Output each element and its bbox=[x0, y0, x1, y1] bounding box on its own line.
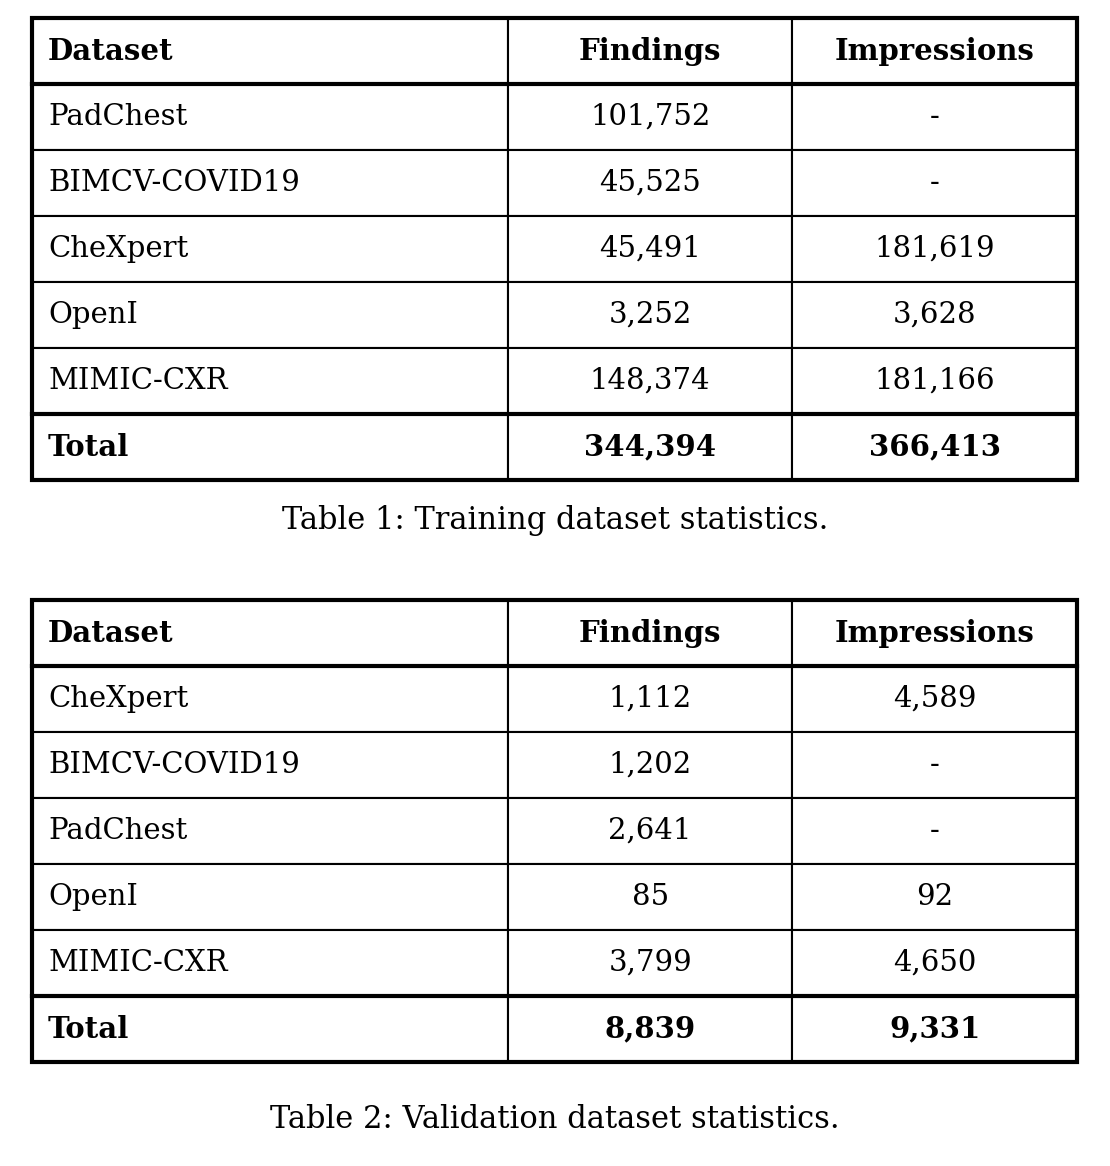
Bar bbox=[32, 600, 1077, 1062]
Bar bbox=[793, 84, 1077, 150]
Bar bbox=[32, 150, 508, 216]
Bar bbox=[508, 414, 793, 480]
Text: -: - bbox=[930, 817, 939, 845]
Text: CheXpert: CheXpert bbox=[48, 684, 189, 712]
Bar bbox=[508, 600, 793, 666]
Bar bbox=[793, 666, 1077, 732]
Bar bbox=[508, 347, 793, 414]
Bar bbox=[793, 930, 1077, 996]
Text: Dataset: Dataset bbox=[48, 36, 173, 65]
Text: 101,752: 101,752 bbox=[591, 103, 710, 131]
Text: 4,650: 4,650 bbox=[894, 949, 977, 977]
Bar bbox=[793, 150, 1077, 216]
Text: 45,491: 45,491 bbox=[599, 236, 702, 264]
Text: 4,589: 4,589 bbox=[892, 684, 977, 712]
Bar bbox=[32, 600, 508, 666]
Bar bbox=[32, 732, 508, 798]
Bar bbox=[508, 282, 793, 347]
Text: Findings: Findings bbox=[579, 618, 722, 647]
Text: Table 2: Validation dataset statistics.: Table 2: Validation dataset statistics. bbox=[270, 1104, 840, 1136]
Text: MIMIC-CXR: MIMIC-CXR bbox=[48, 367, 228, 395]
Text: 2,641: 2,641 bbox=[608, 817, 692, 845]
Bar bbox=[32, 798, 508, 864]
Bar bbox=[32, 864, 508, 930]
Text: Table 1: Training dataset statistics.: Table 1: Training dataset statistics. bbox=[282, 505, 828, 535]
Bar bbox=[32, 347, 508, 414]
Text: 45,525: 45,525 bbox=[599, 169, 702, 197]
Text: 366,413: 366,413 bbox=[869, 433, 1001, 462]
Text: -: - bbox=[930, 751, 939, 779]
Bar bbox=[508, 732, 793, 798]
Text: 3,628: 3,628 bbox=[892, 301, 977, 329]
Bar bbox=[508, 17, 793, 84]
Bar bbox=[32, 666, 508, 732]
Bar bbox=[508, 666, 793, 732]
Bar bbox=[508, 216, 793, 282]
Text: Findings: Findings bbox=[579, 36, 722, 65]
Text: BIMCV-COVID19: BIMCV-COVID19 bbox=[48, 751, 300, 779]
Text: Total: Total bbox=[48, 1014, 130, 1044]
Bar bbox=[793, 282, 1077, 347]
Text: BIMCV-COVID19: BIMCV-COVID19 bbox=[48, 169, 300, 197]
Bar bbox=[32, 17, 508, 84]
Bar bbox=[793, 864, 1077, 930]
Bar bbox=[793, 347, 1077, 414]
Bar bbox=[32, 84, 508, 150]
Text: PadChest: PadChest bbox=[48, 817, 188, 845]
Text: 181,619: 181,619 bbox=[875, 236, 995, 264]
Text: 8,839: 8,839 bbox=[605, 1014, 696, 1044]
Text: Impressions: Impressions bbox=[835, 618, 1035, 647]
Text: OpenI: OpenI bbox=[48, 883, 138, 911]
Text: PadChest: PadChest bbox=[48, 103, 188, 131]
Bar bbox=[793, 600, 1077, 666]
Text: -: - bbox=[930, 103, 939, 131]
Bar bbox=[32, 282, 508, 347]
Bar bbox=[508, 798, 793, 864]
Bar bbox=[508, 84, 793, 150]
Text: 1,202: 1,202 bbox=[608, 751, 692, 779]
Bar bbox=[793, 216, 1077, 282]
Text: Impressions: Impressions bbox=[835, 36, 1035, 65]
Bar bbox=[508, 864, 793, 930]
Bar bbox=[508, 930, 793, 996]
Bar bbox=[793, 414, 1077, 480]
Bar bbox=[793, 996, 1077, 1062]
Bar bbox=[32, 17, 1077, 480]
Text: 3,799: 3,799 bbox=[608, 949, 692, 977]
Bar bbox=[32, 996, 508, 1062]
Bar bbox=[32, 414, 508, 480]
Text: 344,394: 344,394 bbox=[584, 433, 716, 462]
Text: Dataset: Dataset bbox=[48, 618, 173, 647]
Text: 92: 92 bbox=[916, 883, 953, 911]
Text: 9,331: 9,331 bbox=[889, 1014, 980, 1044]
Bar bbox=[793, 17, 1077, 84]
Text: OpenI: OpenI bbox=[48, 301, 138, 329]
Bar bbox=[32, 216, 508, 282]
Text: 85: 85 bbox=[632, 883, 668, 911]
Bar bbox=[793, 798, 1077, 864]
Text: 148,374: 148,374 bbox=[589, 367, 710, 395]
Text: -: - bbox=[930, 169, 939, 197]
Bar bbox=[793, 732, 1077, 798]
Bar bbox=[508, 150, 793, 216]
Bar bbox=[508, 996, 793, 1062]
Text: MIMIC-CXR: MIMIC-CXR bbox=[48, 949, 228, 977]
Text: Total: Total bbox=[48, 433, 130, 462]
Text: 181,166: 181,166 bbox=[875, 367, 995, 395]
Bar bbox=[32, 930, 508, 996]
Text: CheXpert: CheXpert bbox=[48, 236, 189, 264]
Text: 1,112: 1,112 bbox=[608, 684, 692, 712]
Text: 3,252: 3,252 bbox=[608, 301, 692, 329]
